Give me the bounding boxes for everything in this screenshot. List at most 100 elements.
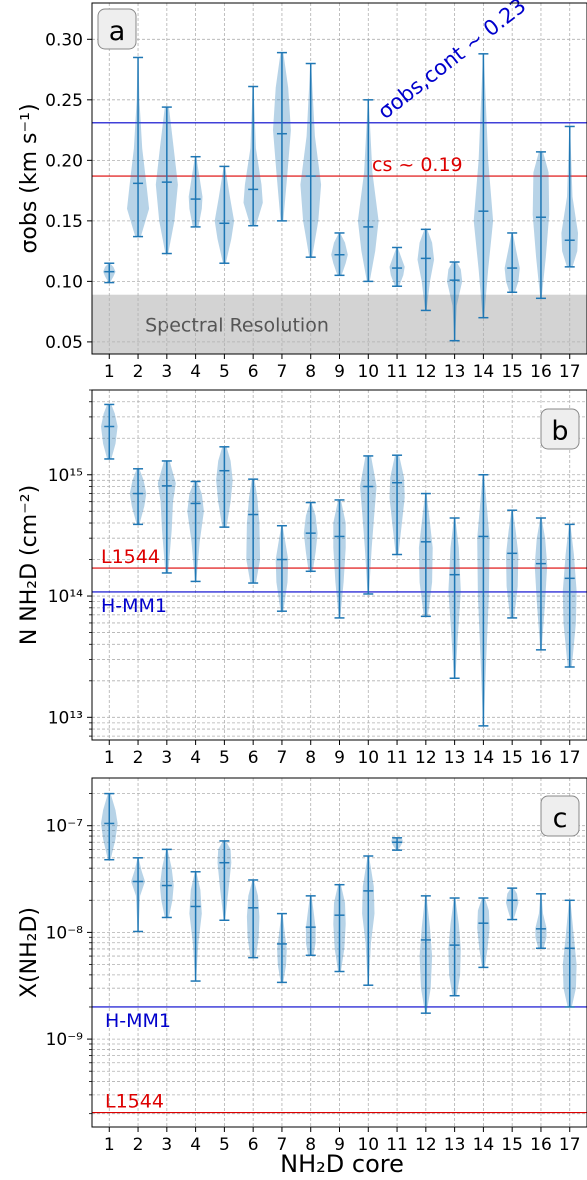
y-tick-label: 0.05	[45, 333, 83, 353]
y-tick-label: 0.25	[45, 91, 83, 111]
y-tick-label: 10⁻⁹	[46, 1030, 84, 1050]
x-tick-label: 5	[219, 362, 230, 382]
x-tick-label: 1	[104, 748, 115, 768]
panel-label-box	[540, 408, 580, 450]
violin-b-7	[275, 524, 289, 612]
violin-a-17	[561, 125, 578, 268]
violin-b-13	[448, 517, 461, 679]
x-tick-label: 14	[473, 748, 495, 768]
x-tick-label: 1	[104, 362, 115, 382]
violin-a-13	[447, 261, 463, 342]
violin-c-15	[506, 887, 519, 921]
x-tick-label: 6	[248, 362, 259, 382]
x-axis-c: 1 2 3 4 5 6 7 8 9 10 11 12 13 14 15 16 17	[104, 1127, 581, 1155]
violin-b-5	[216, 446, 233, 528]
x-tick-label: 17	[559, 1135, 581, 1155]
plot-area-b	[92, 390, 587, 740]
plot-area-a: Spectral Resolution	[92, 3, 587, 354]
violin-b-1	[101, 403, 118, 460]
x-axis-a: 1 2 3 4 5 6 7 8 9 10 11 12 13 14 15 16 17	[104, 354, 581, 382]
y-tick-label: 0.20	[45, 151, 83, 171]
x-tick-label: 12	[415, 748, 437, 768]
x-tick-label: 7	[277, 748, 288, 768]
panel-label-box	[540, 795, 580, 837]
reference-label-l1544: L1544	[101, 546, 160, 568]
violin-b-15	[506, 509, 519, 619]
violin-a-9	[331, 232, 348, 277]
violin-c-12	[419, 895, 433, 1014]
spectral-resolution-label: Spectral Resolution	[145, 314, 329, 336]
y-tick-label: 10¹⁴	[48, 587, 83, 607]
x-tick-label: 7	[277, 362, 288, 382]
plot-area-c	[92, 778, 587, 1127]
x-tick-label: 14	[473, 362, 495, 382]
x-tick-label: 6	[248, 1135, 259, 1155]
violin-a-14	[473, 53, 494, 319]
violin-b-4	[187, 480, 204, 583]
reference-label-l1544: L1544	[105, 1091, 164, 1113]
x-tick-label: 15	[501, 362, 523, 382]
x-tick-label: 11	[386, 748, 408, 768]
y-axis-label-a: σobs (km s⁻¹)	[17, 103, 42, 253]
x-tick-label: 16	[530, 748, 552, 768]
x-tick-label: 5	[219, 748, 230, 768]
x-axis-b: 1 2 3 4 5 6 7 8 9 10 11 12 13 14 15 16 17	[104, 740, 581, 768]
reference-label-cs: cs ~ 0.19	[372, 154, 463, 176]
violin-c-1	[101, 792, 118, 861]
violin-c-10	[362, 855, 375, 986]
x-tick-label: 17	[559, 362, 581, 382]
violin-c-16	[535, 893, 547, 950]
x-tick-label: 8	[305, 748, 316, 768]
x-tick-label: 14	[473, 1135, 495, 1155]
violin-a-16	[532, 151, 550, 300]
x-tick-label: 8	[305, 362, 316, 382]
x-tick-label: 12	[415, 1135, 437, 1155]
violin-c-3	[159, 848, 174, 919]
violin-b-14	[477, 474, 490, 727]
panel-label: b	[551, 416, 568, 447]
x-tick-label: 10	[357, 1135, 379, 1155]
reference-label-h-mm1: H-MM1	[101, 595, 167, 617]
violin-c-14	[477, 897, 490, 969]
violin-c-6	[246, 879, 260, 959]
violin-c-11	[391, 837, 403, 851]
x-tick-label: 11	[386, 362, 408, 382]
x-tick-label: 3	[161, 748, 172, 768]
violin-a-15	[504, 232, 520, 294]
x-tick-label: 2	[133, 362, 144, 382]
y-axis-label-b: N NH₂D (cm⁻²)	[17, 485, 42, 645]
x-tick-label: 9	[334, 748, 345, 768]
reference-label-h-mm1: H-MM1	[105, 1010, 171, 1032]
y-axis-label-c: X(NH₂D)	[17, 907, 42, 998]
x-tick-label: 13	[444, 748, 466, 768]
violin-b-17	[562, 523, 577, 668]
x-tick-label: 15	[501, 748, 523, 768]
violin-c-17	[562, 899, 577, 1008]
violin-a-10	[357, 99, 379, 283]
x-tick-label: 8	[305, 1135, 316, 1155]
violin-a-8	[300, 62, 322, 258]
x-tick-label: 2	[133, 1135, 144, 1155]
violin-a-3	[155, 106, 178, 255]
x-tick-label: 15	[501, 1135, 523, 1155]
x-tick-label: 3	[161, 362, 172, 382]
x-tick-label: 17	[559, 748, 581, 768]
y-axis-a: 0.05 0.10 0.15 0.20 0.25 0.30	[45, 30, 92, 353]
x-tick-label: 10	[357, 748, 379, 768]
violin-b-8	[303, 501, 318, 573]
x-tick-label: 9	[334, 1135, 345, 1155]
x-axis-label: NH₂D core	[280, 1150, 404, 1178]
x-tick-label: 9	[334, 362, 345, 382]
violin-c-5	[217, 840, 232, 921]
y-tick-label: 0.30	[45, 30, 83, 50]
violin-c-2	[131, 857, 145, 933]
x-tick-label: 11	[386, 1135, 408, 1155]
violin-c-7	[276, 912, 287, 984]
y-axis-b: 10¹³ 10¹⁴ 10¹⁵	[48, 389, 92, 737]
y-tick-label: 10⁻⁷	[46, 817, 84, 837]
x-tick-label: 5	[219, 1135, 230, 1155]
